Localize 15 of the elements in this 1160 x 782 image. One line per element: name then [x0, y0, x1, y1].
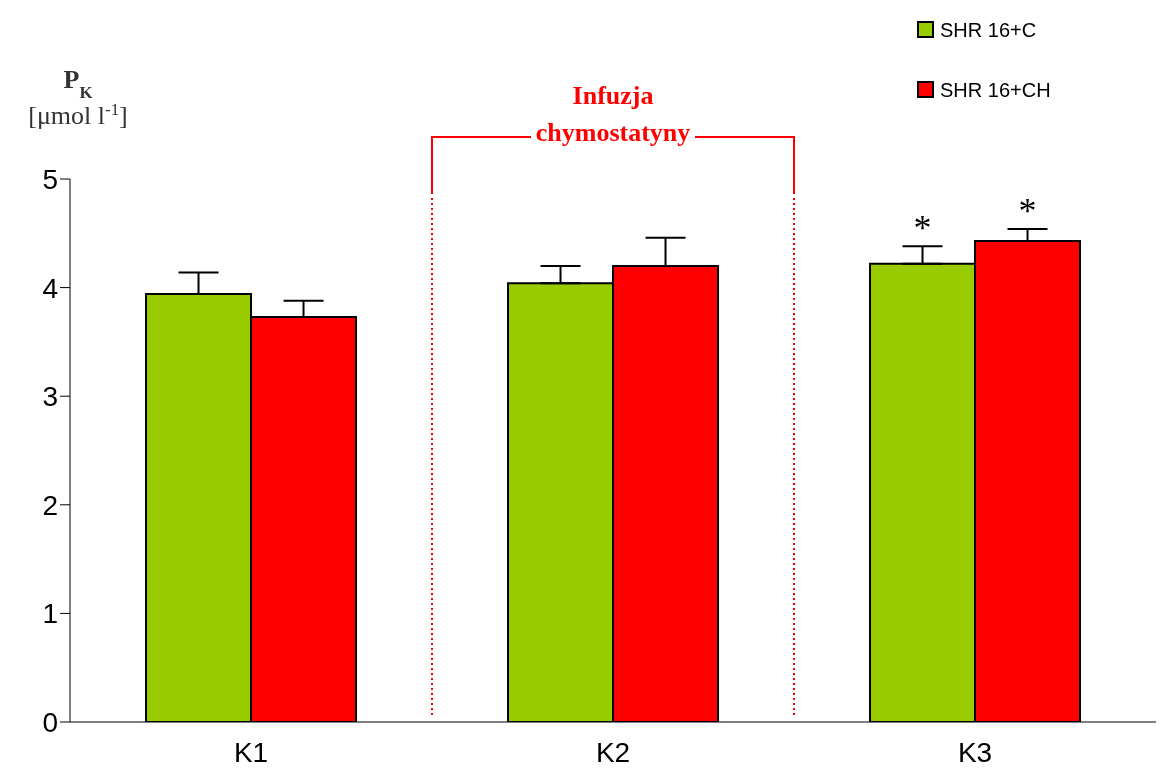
- y-axis-title: P$_{K}$ [μmol l$^{-1}$]: [28, 65, 128, 130]
- x-tick-label: K2: [595, 736, 631, 768]
- y-tick-label: 3: [42, 381, 58, 413]
- legend-label: SHR 16+C: [940, 19, 1037, 41]
- y-tick-label: 2: [42, 489, 58, 521]
- x-tick-label: K1: [233, 736, 269, 768]
- legend-label: SHR 16+CH: [940, 79, 1051, 101]
- data-label: *: [1018, 190, 1037, 231]
- x-tick-label: K3: [957, 736, 993, 768]
- y-tick-label: 4: [42, 272, 58, 304]
- text: Infuzja chymostatyny: [535, 81, 691, 147]
- y-tick-label: 1: [42, 598, 58, 630]
- y-tick-label: 0: [42, 706, 58, 738]
- data-label: *: [913, 208, 932, 249]
- y-tick-label: 5: [42, 163, 58, 195]
